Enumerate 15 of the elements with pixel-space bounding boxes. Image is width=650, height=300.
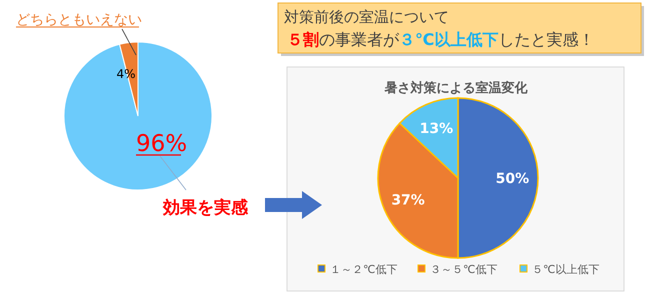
slice-label: 効果を実感	[162, 198, 249, 218]
data-label: 37%	[391, 192, 425, 209]
legend-label: １～２℃低下	[330, 263, 398, 276]
data-label: 96%	[136, 131, 188, 157]
legend-label: ３～５℃低下	[430, 263, 498, 276]
text: ５割	[287, 30, 319, 49]
text: の事業者が	[319, 30, 400, 49]
legend-label: ５℃以上低下	[532, 263, 600, 276]
text: したと実感！	[498, 30, 594, 49]
text: 対策前後の室温について	[284, 8, 449, 26]
slice-label: どちらともいえない	[16, 12, 142, 28]
chart-title: 暑さ対策による室温変化	[384, 80, 528, 96]
text: ３℃以上低下	[399, 30, 498, 49]
data-label: 13%	[420, 121, 454, 138]
data-label: 50%	[496, 171, 530, 187]
